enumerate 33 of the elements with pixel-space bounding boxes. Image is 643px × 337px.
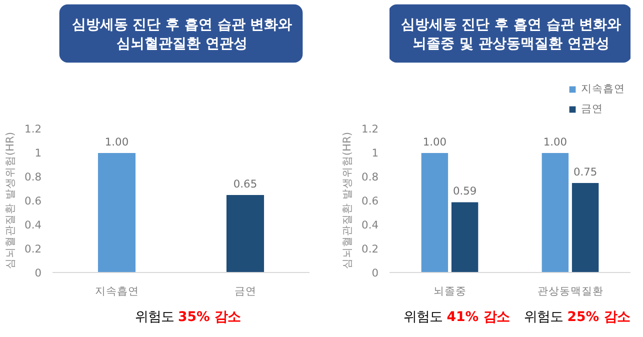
- y-tick-label: 0: [372, 266, 379, 280]
- y-tick-label: 1: [34, 146, 42, 160]
- y-tick-label: 0.2: [24, 242, 42, 256]
- text: 위험도 41% 감소: [404, 310, 510, 325]
- x-tick-label: 금연: [234, 284, 256, 298]
- data-label: 0.65: [233, 178, 258, 190]
- data-label: 0.59: [452, 184, 477, 198]
- data-label: 1.00: [422, 136, 447, 148]
- data-label: 1.00: [543, 136, 568, 148]
- y-tick-label: 0.8: [24, 170, 42, 184]
- text: 위험도 35% 감소: [134, 310, 241, 325]
- y-tick-label: 0.6: [362, 194, 379, 208]
- y-axis-title: 심뇌혈관질환 발생위험(HR): [340, 132, 354, 270]
- chart-title: 심방세동 진단 후 흡연 습관 변화와 뇌졸중 및 관상동맥질환 연관성: [400, 16, 622, 52]
- text: 위험도 25% 감소: [524, 310, 630, 325]
- y-tick-label: 0.4: [24, 218, 42, 232]
- y-tick-label: 0.6: [24, 194, 42, 208]
- legend-label: 지속흡연: [581, 82, 625, 96]
- y-tick-label: 0.2: [362, 242, 379, 256]
- data-label: 0.75: [573, 166, 598, 178]
- y-tick-label: 1.2: [24, 122, 42, 136]
- x-tick-label: 뇌졸중: [433, 284, 466, 298]
- y-axis-title: 심뇌혈관질환 발생위험(HR): [4, 132, 17, 270]
- y-tick-label: 0.4: [362, 218, 379, 232]
- x-tick-label: 관상동맥질환: [537, 284, 604, 298]
- legend-label: 금연: [581, 102, 603, 116]
- y-tick-label: 0: [34, 266, 42, 280]
- y-tick-label: 1.2: [362, 122, 379, 136]
- chart-title: 심방세동 진단 후 흡연 습관 변화와 심뇌혈관질환 연관성: [72, 16, 292, 52]
- y-tick-label: 0.8: [362, 170, 379, 184]
- data-label: 1.00: [104, 136, 129, 148]
- x-tick-label: 지속흡연: [94, 284, 139, 298]
- y-tick-label: 1: [372, 146, 378, 160]
